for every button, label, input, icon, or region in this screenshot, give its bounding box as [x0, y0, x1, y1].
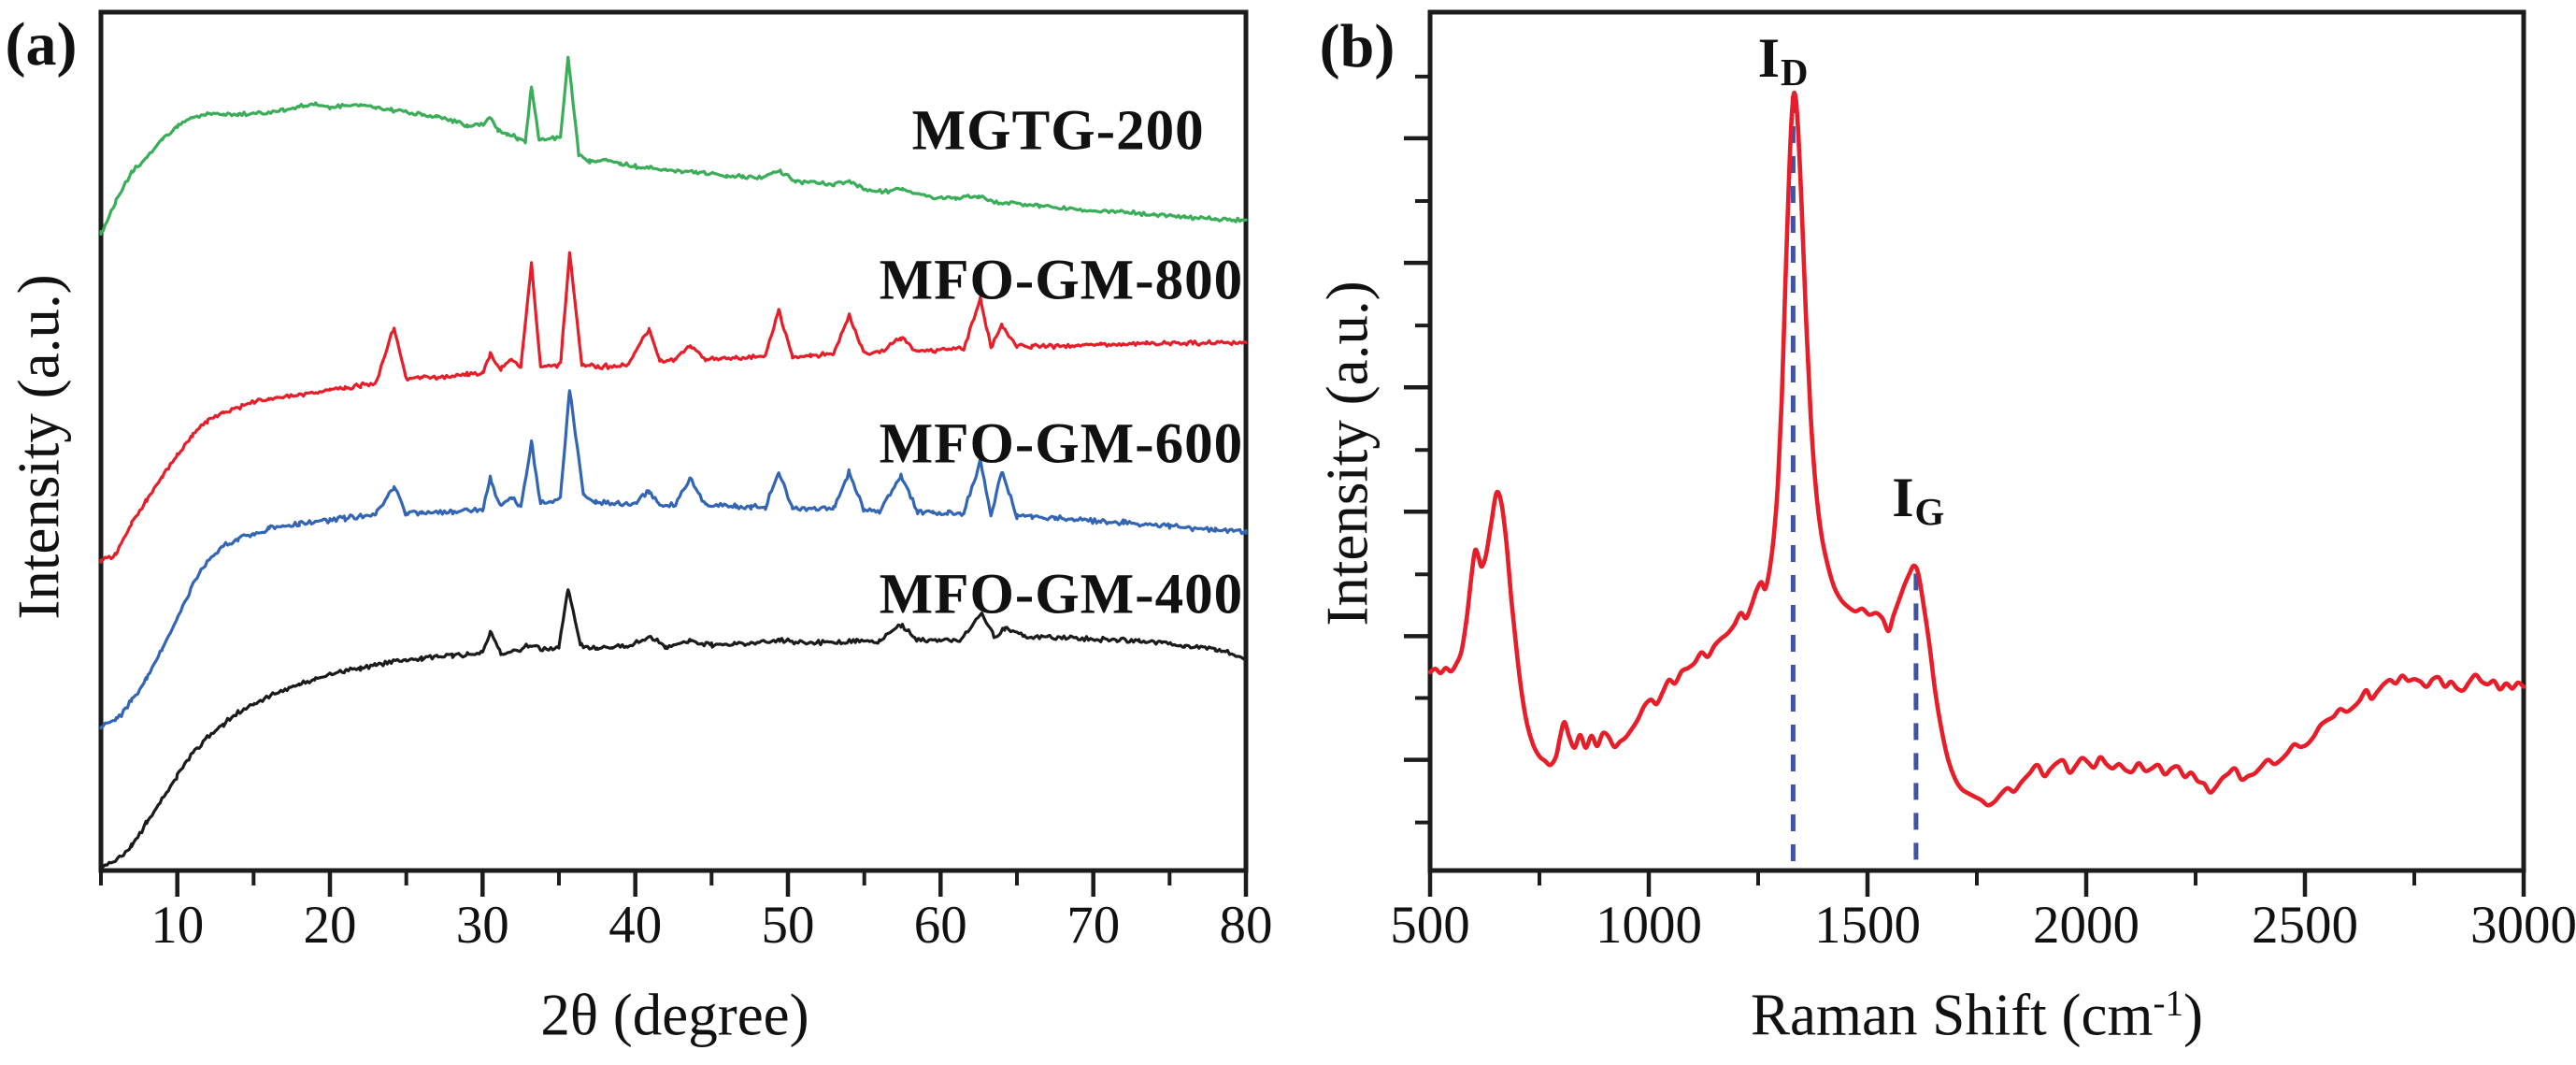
xrd-curve-1	[99, 251, 1248, 564]
panel-a-y-axis-title: Intensity (a.u.)	[6, 274, 72, 620]
raman-x-tick-label: 3000	[2470, 896, 2576, 955]
raman-x-tick-label: 2000	[2033, 896, 2140, 955]
panel-a-x-axis-title: 2θ (degree)	[540, 982, 809, 1048]
annotation-id-main: I	[1757, 26, 1781, 89]
raman-curve-0	[1427, 90, 2526, 808]
xrd-x-tick-label: 40	[608, 896, 662, 955]
xrd-curve-0	[99, 55, 1248, 236]
x-axis-title-close-paren: )	[2182, 982, 2203, 1048]
series-label-mfo-gm-800: MFO-GM-800	[879, 249, 1244, 312]
annotation-id-label: ID	[1757, 26, 1809, 92]
raman-x-tick-label: 2500	[2252, 896, 2358, 955]
panel-b-x-axis-title: Raman Shift (cm-1)	[1751, 982, 2203, 1048]
annotation-ig-label: IG	[1892, 466, 1944, 531]
xrd-x-tick-label: 80	[1220, 896, 1273, 955]
series-label-mfo-gm-400: MFO-GM-400	[879, 563, 1244, 626]
xrd-x-tick-label: 10	[150, 896, 204, 955]
series-label-mfo-gm-600: MFO-GM-600	[879, 412, 1244, 476]
xrd-x-tick-label: 70	[1066, 896, 1120, 955]
panel-b-y-axis-title: Intensity (a.u.)	[1314, 281, 1381, 626]
xrd-curve-2	[99, 389, 1248, 730]
raman-x-tick-label: 1000	[1596, 896, 1702, 955]
raman-x-major-ticks	[1427, 871, 2526, 897]
panel-b-label: (b)	[1319, 12, 1395, 80]
xrd-x-tick-label: 30	[456, 896, 509, 955]
raman-x-tick-label: 500	[1390, 896, 1470, 955]
xrd-plot-spines	[98, 9, 1249, 873]
xrd-x-major-ticks	[175, 871, 1249, 897]
panel-a-label: (a)	[5, 10, 78, 79]
series-label-mgtg-200: MGTG-200	[911, 99, 1205, 163]
annotation-id-subscript: D	[1780, 50, 1809, 94]
xrd-curve-3	[99, 588, 1248, 871]
raman-x-tick-label: 1500	[1814, 896, 1921, 955]
xrd-x-tick-label: 60	[914, 896, 967, 955]
annotation-ig-subscript: G	[1914, 490, 1945, 533]
x-axis-title-superscript: -1	[2153, 983, 2183, 1024]
raman-y-minor-ticks	[1415, 74, 1430, 825]
raman-x-minor-ticks	[1538, 871, 2416, 885]
xrd-x-tick-label: 50	[762, 896, 815, 955]
annotation-ig-main: I	[1892, 466, 1914, 528]
xrd-x-minor-ticks	[99, 871, 1172, 885]
raman-y-major-ticks	[1404, 136, 1430, 762]
xrd-x-tick-label: 20	[304, 896, 357, 955]
x-axis-title-text: Raman Shift (cm	[1751, 982, 2154, 1048]
